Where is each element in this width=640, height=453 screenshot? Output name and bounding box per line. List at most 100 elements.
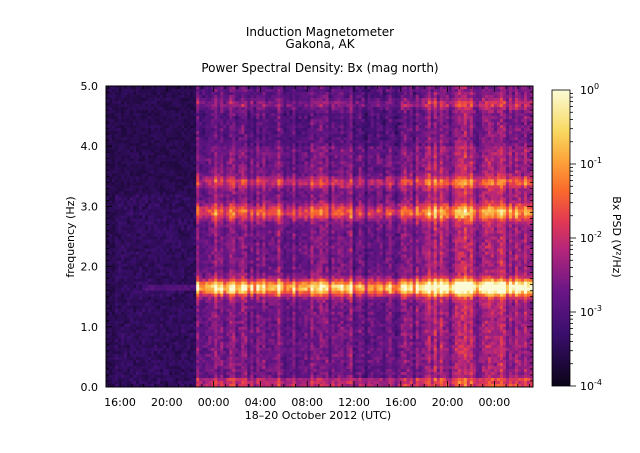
heatmap-cell	[184, 323, 188, 328]
heatmap-cell	[205, 188, 209, 192]
heatmap-cell	[214, 230, 218, 234]
heatmap-cell	[127, 293, 131, 298]
heatmap-cell	[148, 257, 152, 261]
heatmap-cell	[115, 296, 119, 301]
heatmap-cell	[136, 236, 140, 240]
heatmap-cell	[241, 116, 245, 120]
heatmap-cell	[250, 215, 254, 219]
heatmap-cell	[199, 230, 203, 234]
heatmap-cell	[226, 95, 230, 99]
heatmap-cell	[130, 323, 134, 328]
heatmap-cell	[187, 227, 191, 231]
heatmap-cell	[145, 122, 149, 126]
heatmap-cell	[196, 335, 200, 340]
heatmap-cell	[106, 95, 110, 99]
heatmap-cell	[175, 89, 179, 93]
heatmap-cell	[235, 218, 239, 222]
heatmap-cell	[118, 146, 122, 150]
heatmap-cell	[154, 359, 158, 364]
heatmap-cell	[127, 311, 131, 316]
heatmap-cell	[202, 308, 206, 313]
heatmap-cell	[109, 281, 113, 286]
heatmap-cell	[112, 287, 116, 292]
heatmap-cell	[136, 110, 140, 114]
heatmap-cell	[109, 227, 113, 231]
heatmap-cell	[250, 128, 254, 132]
heatmap-cell	[241, 143, 245, 147]
heatmap-cell	[139, 92, 143, 96]
heatmap-cell	[166, 89, 170, 93]
heatmap-cell	[229, 86, 233, 90]
heatmap-cell	[169, 371, 173, 376]
heatmap-cell	[148, 158, 152, 162]
heatmap-cell	[145, 281, 149, 286]
heatmap-cell	[181, 98, 185, 102]
heatmap-cell	[238, 374, 242, 379]
heatmap-cell	[229, 218, 233, 222]
heatmap-cell	[187, 158, 191, 162]
heatmap-cell	[151, 335, 155, 340]
heatmap-cell	[208, 254, 212, 258]
heatmap-cell	[217, 248, 221, 252]
heatmap-cell	[247, 311, 251, 316]
heatmap-cell	[196, 296, 200, 301]
heatmap-cell	[166, 353, 170, 358]
heatmap-cell	[154, 338, 158, 343]
heatmap-cell	[106, 227, 110, 231]
heatmap-cell	[169, 275, 173, 280]
heatmap-cell	[235, 209, 239, 213]
heatmap-cell	[223, 335, 227, 340]
heatmap-cell	[181, 152, 185, 156]
heatmap-cell	[193, 272, 197, 277]
heatmap-cell	[205, 323, 209, 328]
heatmap-cell	[232, 287, 236, 292]
heatmap-cell	[211, 209, 215, 213]
heatmap-cell	[133, 191, 137, 195]
heatmap-cell	[121, 305, 125, 310]
heatmap-cell	[181, 284, 185, 289]
heatmap-cell	[187, 206, 191, 210]
heatmap-cell	[118, 143, 122, 147]
heatmap-cell	[163, 302, 167, 307]
heatmap-cell	[127, 332, 131, 337]
heatmap-cell	[154, 353, 158, 358]
heatmap-cell	[172, 278, 176, 283]
heatmap-cell	[205, 110, 209, 114]
heatmap-cell	[112, 362, 116, 367]
heatmap-cell	[127, 269, 131, 274]
heatmap-cell	[220, 206, 224, 210]
heatmap-cell	[184, 146, 188, 150]
heatmap-cell	[163, 374, 167, 379]
heatmap-cell	[106, 146, 110, 150]
heatmap-cell	[244, 227, 248, 231]
heatmap-cell	[109, 338, 113, 343]
heatmap-cell	[250, 332, 254, 337]
heatmap-cell	[211, 89, 215, 93]
heatmap-cell	[118, 266, 122, 271]
heatmap-cell	[172, 269, 176, 274]
heatmap-cell	[238, 308, 242, 313]
heatmap-cell	[196, 86, 200, 90]
heatmap-cell	[109, 218, 113, 222]
heatmap-cell	[214, 212, 218, 216]
heatmap-cell	[232, 191, 236, 195]
heatmap-cell	[202, 365, 206, 370]
heatmap-cell	[130, 137, 134, 141]
heatmap-cell	[148, 152, 152, 156]
heatmap-cell	[184, 353, 188, 358]
heatmap-cell	[208, 314, 212, 319]
heatmap-cell	[217, 152, 221, 156]
heatmap-cell	[148, 311, 152, 316]
heatmap-cell	[232, 299, 236, 304]
heatmap-cell	[145, 353, 149, 358]
heatmap-cell	[115, 107, 119, 111]
heatmap-cell	[142, 308, 146, 313]
heatmap-cell	[253, 350, 257, 355]
heatmap-cell	[175, 128, 179, 132]
heatmap-cell	[115, 317, 119, 322]
heatmap-cell	[220, 317, 224, 322]
heatmap-cell	[235, 173, 239, 177]
heatmap-cell	[112, 185, 116, 189]
heatmap-cell	[247, 119, 251, 123]
heatmap-cell	[157, 152, 161, 156]
